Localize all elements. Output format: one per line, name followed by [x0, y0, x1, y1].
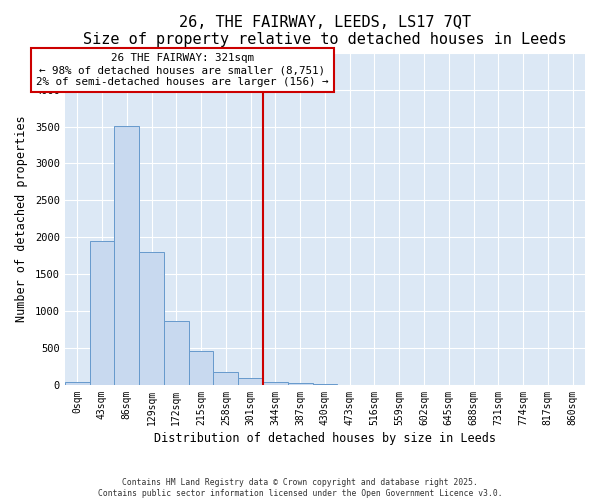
Title: 26, THE FAIRWAY, LEEDS, LS17 7QT
Size of property relative to detached houses in: 26, THE FAIRWAY, LEEDS, LS17 7QT Size of…: [83, 15, 567, 48]
Bar: [238, 378, 263, 385]
Bar: [115, 126, 139, 385]
Bar: [263, 382, 288, 385]
X-axis label: Distribution of detached houses by size in Leeds: Distribution of detached houses by size …: [154, 432, 496, 445]
Bar: [214, 372, 238, 385]
Bar: [65, 382, 89, 385]
Bar: [288, 384, 313, 385]
Y-axis label: Number of detached properties: Number of detached properties: [15, 116, 28, 322]
Text: 26 THE FAIRWAY: 321sqm
← 98% of detached houses are smaller (8,751)
2% of semi-d: 26 THE FAIRWAY: 321sqm ← 98% of detached…: [36, 54, 329, 86]
Bar: [89, 241, 115, 385]
Bar: [139, 252, 164, 385]
Bar: [188, 351, 214, 385]
Text: Contains HM Land Registry data © Crown copyright and database right 2025.
Contai: Contains HM Land Registry data © Crown c…: [98, 478, 502, 498]
Bar: [164, 322, 188, 385]
Bar: [313, 384, 337, 385]
